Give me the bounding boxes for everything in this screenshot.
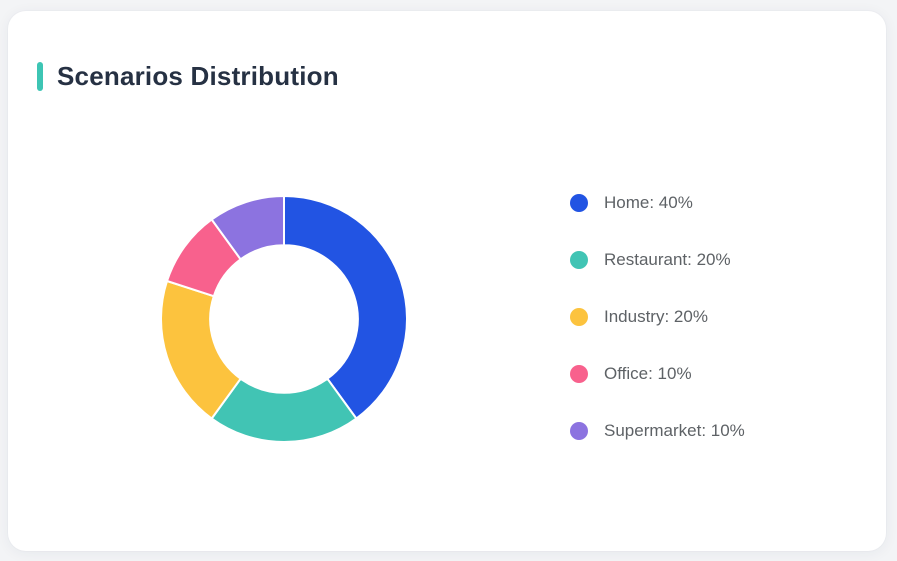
chart-legend: Home: 40% Restaurant: 20% Industry: 20% Off…: [570, 193, 745, 440]
legend-item-home[interactable]: Home: 40%: [570, 193, 745, 212]
legend-item-office[interactable]: Office: 10%: [570, 364, 745, 383]
donut-slice-supermarket[interactable]: [210, 195, 285, 261]
legend-label: Restaurant: 20%: [604, 250, 731, 269]
donut-chart: [160, 195, 408, 443]
legend-label: Industry: 20%: [604, 307, 708, 326]
legend-color-dot: [570, 194, 588, 212]
legend-label: Office: 10%: [604, 364, 692, 383]
legend-item-restaurant[interactable]: Restaurant: 20%: [570, 250, 745, 269]
legend-item-industry[interactable]: Industry: 20%: [570, 307, 745, 326]
legend-color-dot: [570, 251, 588, 269]
page-title: Scenarios Distribution: [57, 61, 339, 91]
title-accent-bar: [37, 62, 43, 91]
scenarios-distribution-card: Scenarios Distribution Home: 40% Restaura…: [8, 11, 886, 551]
legend-color-dot: [570, 422, 588, 440]
legend-color-dot: [570, 365, 588, 383]
legend-color-dot: [570, 308, 588, 326]
legend-label: Home: 40%: [604, 193, 693, 212]
donut-chart-area: [159, 194, 409, 444]
card-header: Scenarios Distribution: [37, 61, 339, 92]
legend-label: Supermarket: 10%: [604, 421, 745, 440]
donut-slice-home[interactable]: [283, 195, 408, 420]
legend-item-supermarket[interactable]: Supermarket: 10%: [570, 421, 745, 440]
